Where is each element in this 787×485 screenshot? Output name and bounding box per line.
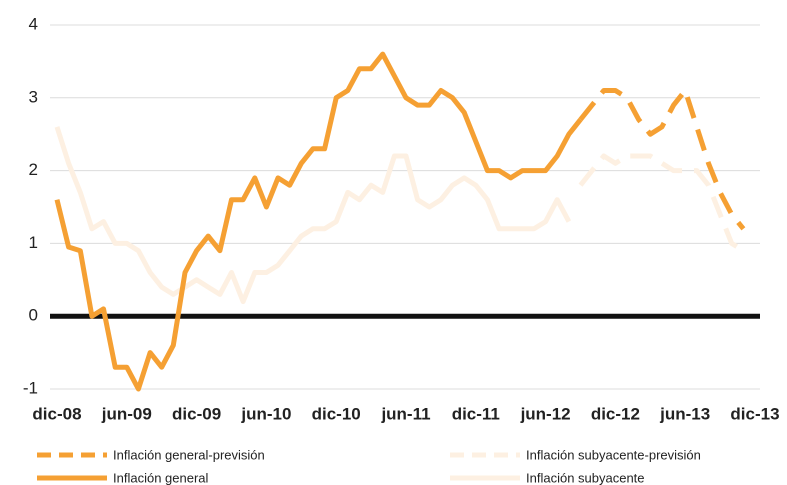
- legend-label: Inflación general: [113, 470, 209, 485]
- legend-label: Inflación subyacente: [526, 470, 645, 485]
- x-tick-label: jun-10: [240, 404, 291, 423]
- x-tick-label: dic-08: [32, 404, 81, 423]
- series-line: [54, 126, 572, 305]
- x-tick-label: jun-09: [101, 404, 152, 423]
- legend-label: Inflación subyacente-previsión: [526, 447, 701, 462]
- x-tick-label: jun-13: [659, 404, 710, 423]
- y-tick-label: 0: [29, 306, 38, 325]
- x-tick-label: dic-13: [730, 404, 779, 423]
- y-tick-label: -1: [23, 378, 38, 397]
- x-tick-label: dic-10: [312, 404, 361, 423]
- legend-label: Inflación general-previsión: [113, 447, 265, 462]
- x-tick-label: dic-12: [591, 404, 640, 423]
- series-line: [578, 88, 746, 231]
- x-tick-label: dic-09: [172, 404, 221, 423]
- y-tick-label: 3: [29, 87, 38, 106]
- x-tick-label: jun-12: [520, 404, 571, 423]
- series-line: [54, 51, 583, 392]
- x-tick-label: jun-11: [380, 404, 430, 423]
- y-tick-label: 4: [29, 14, 38, 33]
- x-tick-label: dic-11: [452, 404, 500, 423]
- y-tick-label: 1: [29, 233, 38, 252]
- y-tick-label: 2: [29, 160, 38, 179]
- series-line: [578, 153, 745, 253]
